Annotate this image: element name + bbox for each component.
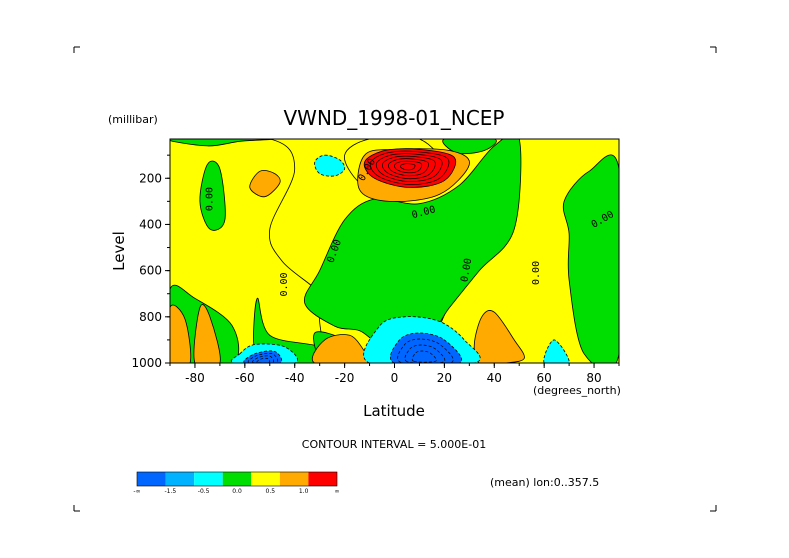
colorbar-swatch <box>194 472 223 486</box>
colorbar-label: 1.0 <box>299 488 309 495</box>
corner-mark-top-right <box>710 46 717 53</box>
colorbar-swatch <box>251 472 280 486</box>
colorbar-label: -∞ <box>133 488 140 495</box>
corner-mark-bottom-left <box>73 505 80 512</box>
x-tick-label: -60 <box>235 371 255 385</box>
colorbar-swatch <box>165 472 195 486</box>
contour-label: 0.00 <box>204 187 215 211</box>
jet-core-contour-1 <box>369 150 450 185</box>
contour-region-red-17 <box>363 148 457 188</box>
contour-region-orange-13 <box>249 170 281 198</box>
colorbar-label: 0.0 <box>232 488 242 495</box>
jet-core-contour-4 <box>388 158 429 177</box>
x-tick-label: 20 <box>437 371 452 385</box>
contour-region-green-9 <box>562 154 619 363</box>
minimum-contour-1-3 <box>411 350 437 363</box>
colorbar-frame <box>136 471 338 487</box>
jet-core-contour-6 <box>400 163 416 171</box>
contour-region-blue-23 <box>390 332 462 363</box>
jet-core-contour-5 <box>394 160 423 174</box>
y-tick-label: 600 <box>139 264 162 278</box>
y-axis-label: Level <box>110 231 128 271</box>
contour-region-orange-16 <box>473 310 525 363</box>
contour-regions <box>170 139 619 363</box>
contour-region-green-3 <box>170 139 273 147</box>
contour-interval-text: CONTOUR INTERVAL = 5.000E-01 <box>302 438 486 451</box>
corner-marks <box>73 46 717 512</box>
contour-region-cyan-18 <box>314 154 346 177</box>
minimum-contour-1-2 <box>404 344 446 363</box>
y-units-label: (millibar) <box>108 113 158 126</box>
contour-label: 0.00 <box>531 261 542 285</box>
chart-title: VWND_1998-01_NCEP <box>283 106 504 130</box>
footnote-text: (mean) lon:0..357.5 <box>490 476 599 489</box>
contour-region-green-10 <box>442 139 497 155</box>
x-tick-label: -80 <box>185 371 205 385</box>
minimum-contour-0-1 <box>247 353 279 363</box>
x-axis-label: Latitude <box>363 402 425 420</box>
x-tick-label: 60 <box>537 371 552 385</box>
colorbar-label: ∞ <box>335 488 340 495</box>
corner-mark-bottom-right <box>710 505 717 512</box>
jet-core-contour-3 <box>381 155 436 180</box>
x-tick-label: 80 <box>586 371 601 385</box>
contour-region-orange-11 <box>170 304 192 363</box>
jet-core-contour-2 <box>375 153 443 182</box>
colorbar-swatch <box>308 472 337 486</box>
colorbar-swatch <box>137 472 166 486</box>
plot-area: 0.000.000.000.000.000.00 0.000.00 <box>170 139 619 363</box>
y-tick-label: 400 <box>139 217 162 231</box>
x-units-label: (degrees_north) <box>533 384 621 397</box>
colorbar-label: 0.5 <box>266 488 276 495</box>
minimum-contour-0-2 <box>252 355 275 363</box>
contour-label: 0.00 <box>279 272 290 296</box>
y-tick-label: 200 <box>139 171 162 185</box>
colorbar-swatch <box>222 472 252 486</box>
colorbar: -∞ -1.5 -0.5 0.0 0.5 1.0 ∞ <box>133 471 340 495</box>
contour-region-cyan-21 <box>543 339 570 363</box>
colorbar-swatch <box>279 472 309 486</box>
x-tick-label: -20 <box>335 371 355 385</box>
y-tick-label: 1000 <box>131 356 162 370</box>
contour-label: 0.00 <box>459 257 474 283</box>
contour-region-orange-12 <box>193 304 221 363</box>
colorbar-label: -1.5 <box>164 488 176 495</box>
x-tick-label: 40 <box>487 371 502 385</box>
contour-region-green-4 <box>199 160 226 231</box>
x-tick-label: -40 <box>285 371 305 385</box>
colorbar-label: -0.5 <box>198 488 210 495</box>
y-tick-label: 800 <box>139 310 162 324</box>
x-axis: -80 -60 -40 -20 0 20 40 60 80 <box>169 363 620 385</box>
y-axis: 200 400 600 800 1000 <box>131 154 170 370</box>
corner-mark-top-left <box>73 46 80 53</box>
x-tick-label: 0 <box>391 371 399 385</box>
